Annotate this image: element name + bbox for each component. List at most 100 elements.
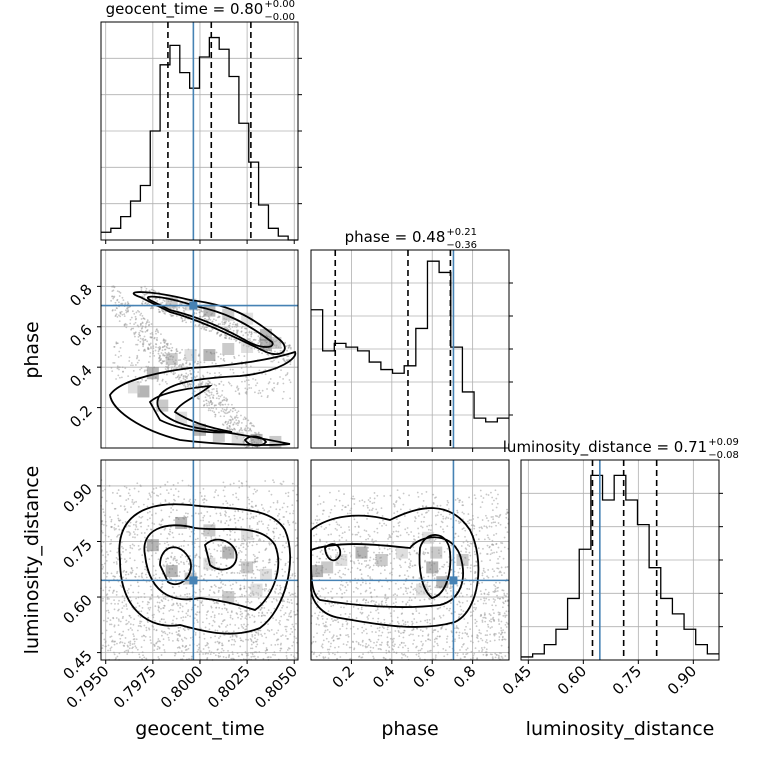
sample-point: [165, 546, 168, 549]
sample-point: [257, 431, 260, 434]
sample-point: [475, 620, 478, 623]
sample-point: [495, 543, 498, 546]
sample-point: [120, 310, 123, 313]
sample-point: [168, 639, 170, 641]
sample-point: [333, 540, 336, 542]
sample-point: [471, 635, 474, 638]
sample-point: [186, 366, 188, 368]
sample-point: [500, 629, 503, 632]
sample-point: [288, 615, 290, 618]
sample-point: [186, 385, 189, 388]
sample-point: [248, 609, 251, 611]
sample-point: [270, 644, 273, 646]
sample-point: [285, 625, 288, 628]
sample-point: [219, 415, 222, 418]
sample-point: [381, 631, 384, 634]
sample-point: [432, 502, 435, 505]
sample-point: [137, 309, 139, 312]
sample-point: [132, 364, 134, 367]
sample-point: [258, 351, 260, 354]
sample-point: [142, 300, 144, 303]
sample-point: [425, 505, 428, 508]
sample-point: [489, 553, 492, 556]
sample-point: [268, 490, 271, 493]
sample-point: [376, 494, 379, 497]
sample-point: [434, 656, 437, 658]
sample-point: [468, 496, 470, 499]
sample-point: [103, 572, 105, 575]
sample-point: [186, 377, 188, 380]
sample-point: [222, 583, 224, 586]
sample-point: [218, 566, 221, 569]
sample-point: [442, 517, 445, 520]
sample-point: [185, 375, 188, 378]
sample-point: [319, 595, 322, 597]
sample-point: [464, 632, 467, 634]
sample-point: [395, 652, 398, 654]
sample-point: [280, 592, 283, 595]
sample-point: [123, 323, 126, 326]
sample-point: [390, 550, 393, 553]
sample-point: [487, 591, 490, 594]
sample-point: [472, 580, 475, 583]
sample-point: [387, 538, 390, 540]
sample-point: [219, 577, 222, 580]
sample-point: [416, 511, 419, 514]
sample-point: [122, 576, 124, 579]
sample-point: [291, 573, 294, 576]
sample-point: [162, 360, 165, 363]
sample-point: [371, 568, 374, 571]
sample-point: [138, 331, 141, 334]
sample-point: [148, 321, 150, 323]
sample-point: [456, 652, 459, 655]
sample-point: [460, 550, 462, 553]
sample-point: [275, 599, 278, 602]
sample-point: [183, 629, 186, 632]
sample-point: [417, 495, 420, 498]
sample-point: [202, 516, 205, 519]
sample-point: [286, 637, 289, 640]
sample-point: [454, 499, 457, 501]
sample-point: [245, 425, 248, 427]
sample-point: [126, 608, 128, 610]
sample-point: [275, 588, 277, 590]
sample-point: [160, 302, 162, 305]
sample-point: [324, 587, 327, 590]
sample-point: [140, 322, 142, 325]
sample-point: [456, 511, 459, 514]
sample-point: [198, 354, 201, 357]
sample-point: [231, 403, 233, 406]
sample-point: [214, 491, 217, 493]
sample-point: [238, 547, 240, 550]
sample-point: [240, 414, 242, 417]
sample-point: [213, 621, 216, 623]
sample-point: [430, 594, 433, 597]
sample-point: [145, 546, 148, 549]
sample-point: [135, 646, 138, 649]
sample-point: [136, 343, 139, 346]
sample-point: [286, 373, 289, 376]
sample-point: [234, 409, 237, 412]
sample-point: [364, 601, 367, 604]
sample-point: [430, 524, 433, 527]
sample-point: [119, 505, 122, 507]
sample-point: [129, 616, 132, 619]
sample-point: [210, 538, 213, 540]
sample-point: [334, 527, 337, 530]
sample-point: [252, 655, 254, 658]
sample-point: [203, 497, 206, 500]
sample-point: [461, 637, 464, 640]
sample-point: [405, 577, 408, 580]
sample-point: [251, 445, 254, 448]
sample-point: [268, 558, 271, 561]
sample-point: [376, 608, 379, 611]
sample-point: [125, 548, 127, 551]
sample-point: [136, 528, 139, 531]
sample-point: [250, 387, 253, 389]
sample-point: [145, 287, 148, 290]
sample-point: [154, 290, 157, 293]
sample-point: [485, 517, 488, 519]
sample-point: [245, 375, 247, 378]
sample-point: [482, 497, 485, 499]
sample-point: [326, 648, 329, 651]
